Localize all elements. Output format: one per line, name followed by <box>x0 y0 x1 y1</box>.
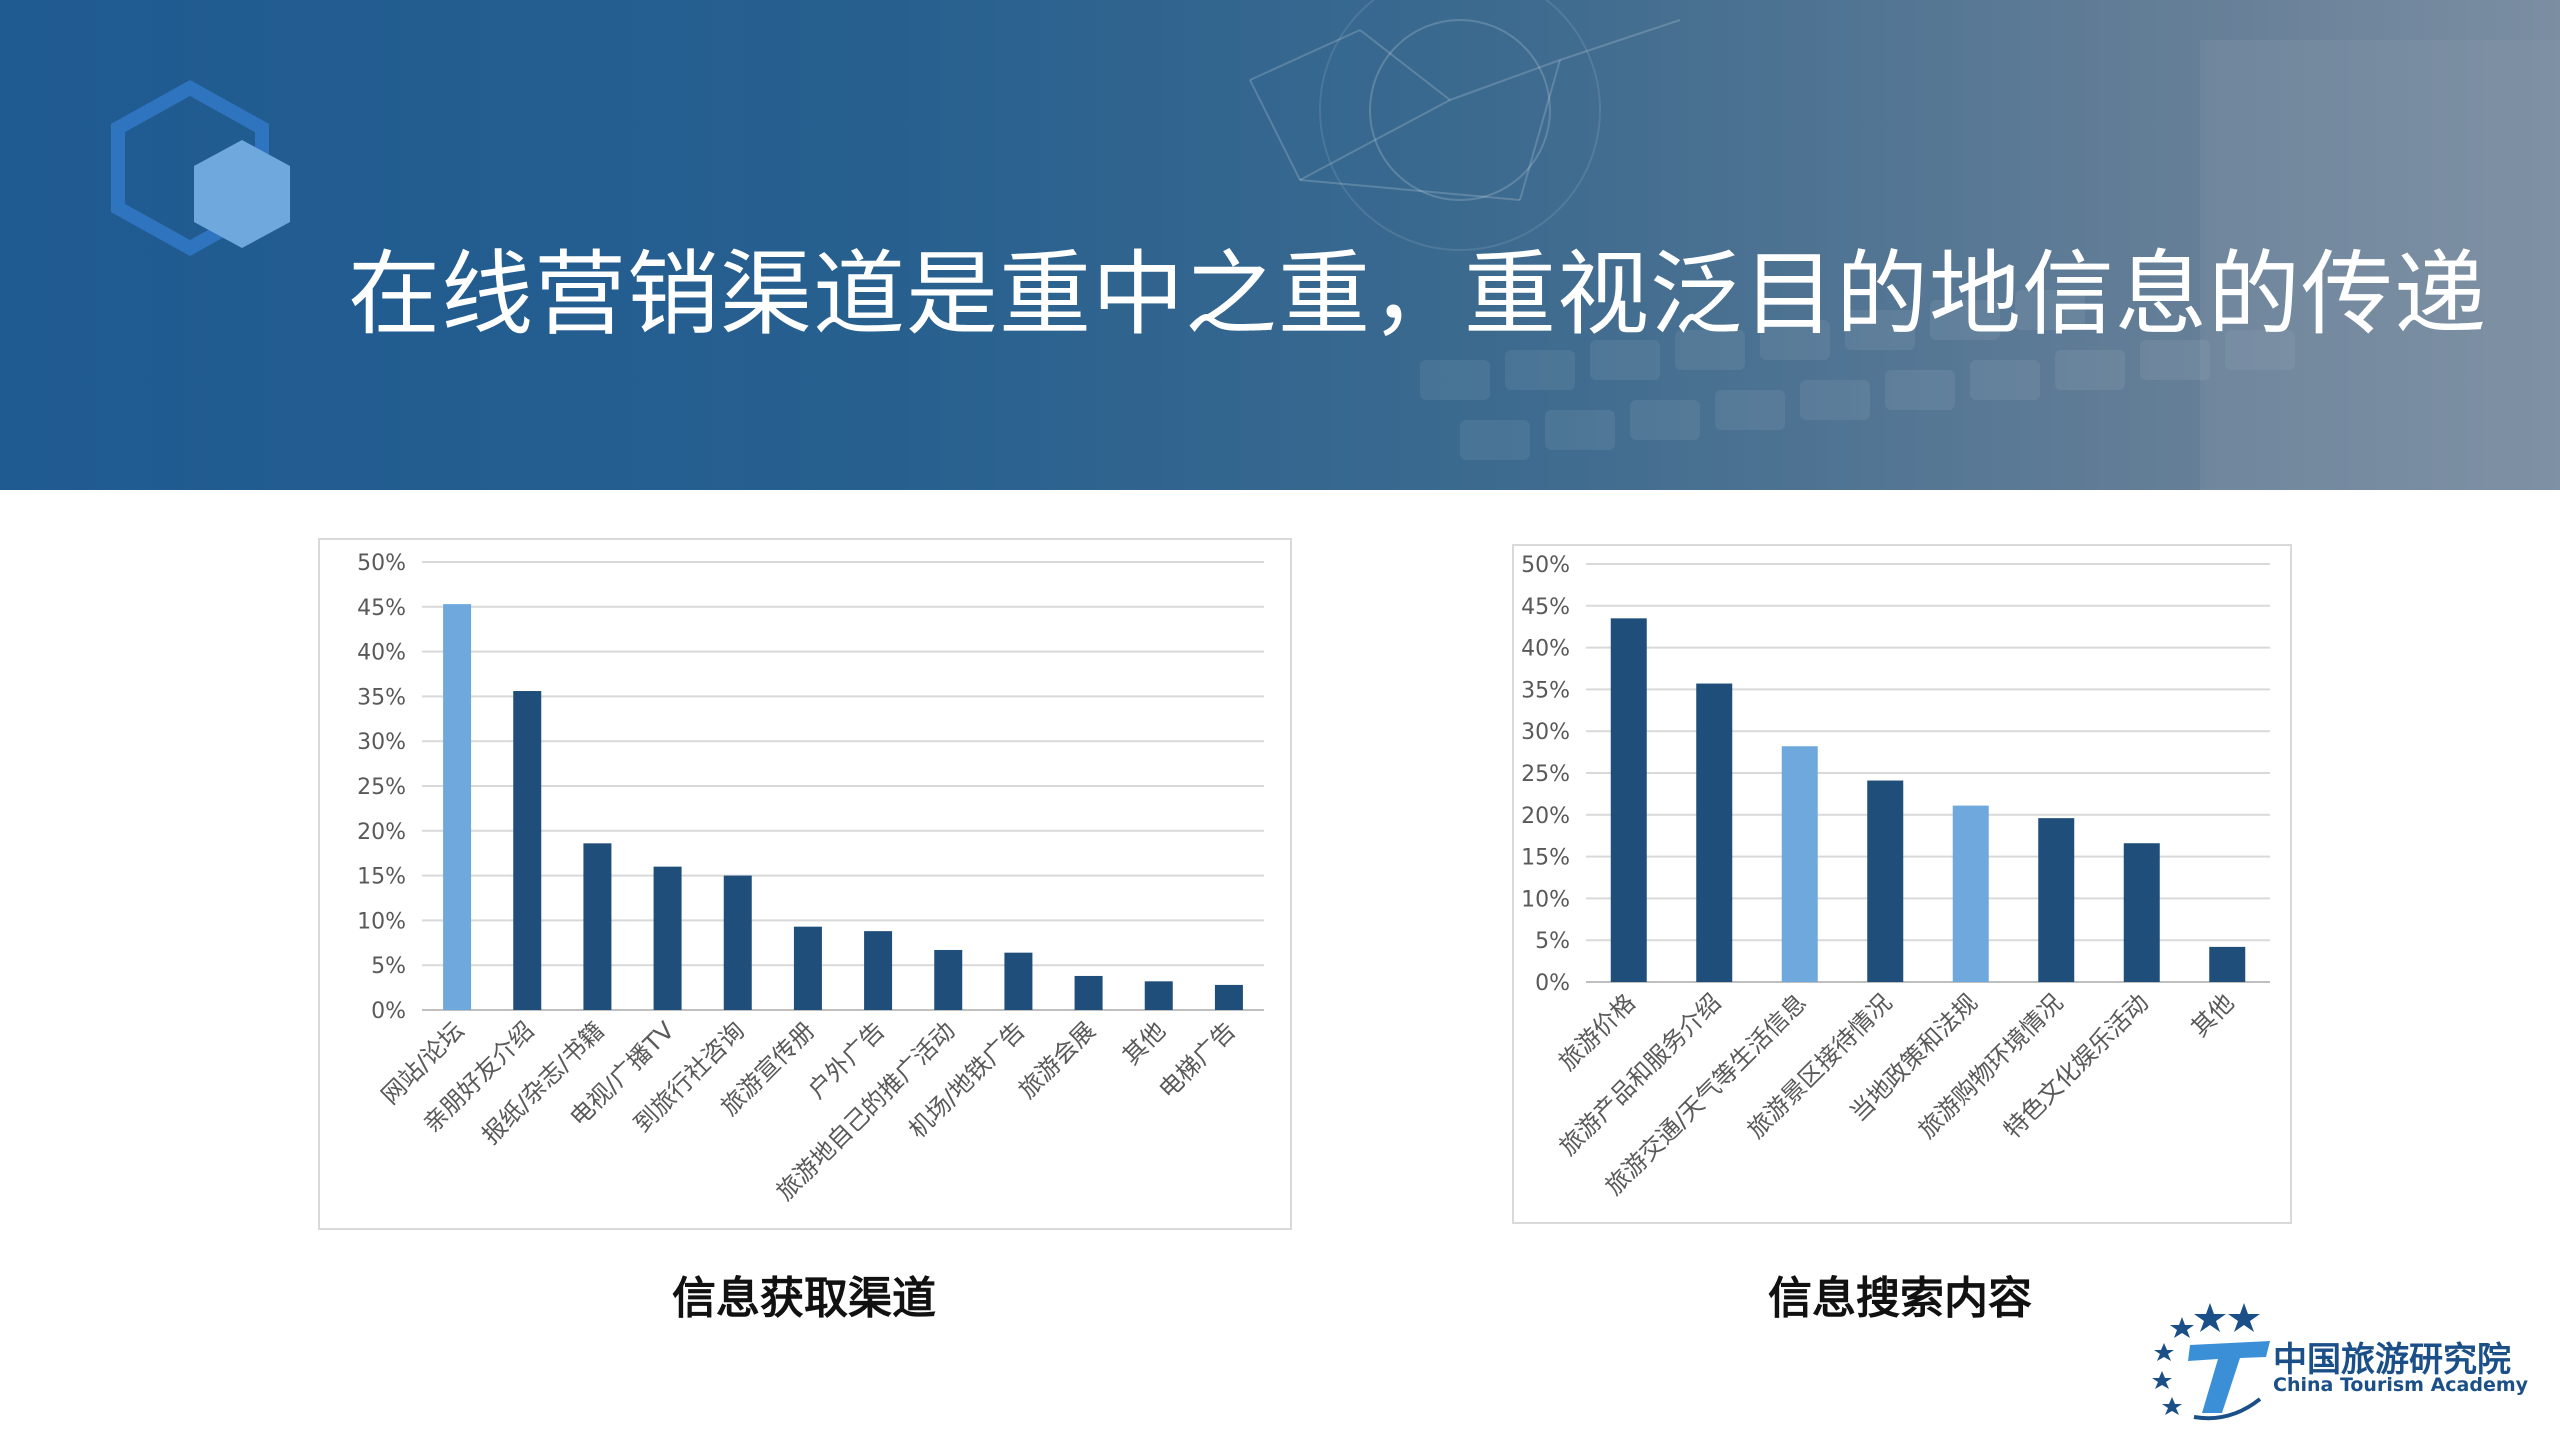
y-tick-label: 50% <box>357 551 406 576</box>
logo-name-en: China Tourism Academy <box>2273 1374 2529 1396</box>
chart-info-channels: 0% 5% 10% 15% 20% 25% 30% 35% 40% 45% 50% 网站/论坛 亲朋好友… <box>318 538 1292 1230</box>
category-label: 电梯广告 <box>1153 1016 1241 1104</box>
y-tick-label: 45% <box>357 596 406 621</box>
y-tick-label: 5% <box>371 954 406 979</box>
y-tick-label: 20% <box>1521 804 1570 829</box>
y-tick-label: 30% <box>357 730 406 755</box>
logo-name-cn: 中国旅游研究院 <box>2273 1340 2511 1380</box>
bar-4 <box>1867 780 1904 982</box>
category-label: 报纸/杂志/书籍 <box>477 1016 610 1149</box>
category-label: 旅游购物环境情况 <box>1913 988 2069 1144</box>
academy-logo-icon <box>2152 1303 2270 1421</box>
bar-10 <box>1074 975 1103 1010</box>
y-tick-label: 40% <box>357 641 406 666</box>
y-tick-label: 0% <box>371 999 406 1024</box>
bar-2 <box>513 691 542 1010</box>
bar-6 <box>2038 818 2075 982</box>
bar-8 <box>934 949 963 1010</box>
chart-info-channels-svg: 0%5%10%15%20%25%30%35%40%45%50%网站/论坛亲朋好友… <box>357 551 1264 1206</box>
category-label: 旅游景区接待情况 <box>1742 988 1898 1144</box>
header-banner: 在线营销渠道是重中之重，重视泛目的地信息的传递 <box>0 0 2560 490</box>
bar-5 <box>723 875 752 1010</box>
bar-12 <box>1214 984 1243 1010</box>
y-tick-label: 20% <box>357 820 406 845</box>
y-tick-label: 0% <box>1535 971 1570 996</box>
y-tick-label: 40% <box>1521 637 1570 662</box>
bar-1 <box>1610 618 1647 982</box>
bar-6 <box>793 926 822 1010</box>
banner-background <box>111 0 2560 490</box>
y-tick-label: 10% <box>1521 887 1570 912</box>
slide-title: 在线营销渠道是重中之重，重视泛目的地信息的传递 <box>348 241 2488 348</box>
category-label: 其他 <box>1117 1016 1171 1070</box>
bar-11 <box>1144 981 1173 1010</box>
y-tick-label: 35% <box>1521 678 1570 703</box>
chart-search-content-caption: 信息搜索内容 <box>1768 1273 2032 1324</box>
bar-4 <box>653 866 682 1010</box>
bar-5 <box>1952 805 1989 982</box>
y-tick-label: 30% <box>1521 720 1570 745</box>
bar-9 <box>1004 952 1033 1010</box>
y-tick-label: 15% <box>1521 846 1570 871</box>
category-label: 其他 <box>2186 988 2240 1042</box>
bar-2 <box>1696 683 1733 982</box>
y-tick-label: 5% <box>1535 929 1570 954</box>
category-label: 特色文化娱乐活动 <box>1998 988 2154 1144</box>
category-label: 旅游会展 <box>1013 1016 1101 1104</box>
bar-7 <box>864 931 893 1010</box>
bar-1 <box>443 604 472 1010</box>
hexagon-icon <box>111 79 290 257</box>
y-tick-label: 25% <box>1521 762 1570 787</box>
y-tick-label: 35% <box>357 685 406 710</box>
y-tick-label: 10% <box>357 909 406 934</box>
chart-search-content: 0% 5% 10% 15% 20% 25% 30% 35% 40% 45% 50% 旅游价格 旅游产品和… <box>1512 544 2292 1224</box>
y-tick-label: 45% <box>1521 595 1570 620</box>
chart-info-channels-caption: 信息获取渠道 <box>672 1273 936 1324</box>
bar-3 <box>583 843 612 1010</box>
y-tick-label: 50% <box>1521 553 1570 578</box>
category-label: 旅游价格 <box>1553 988 1641 1076</box>
bar-3 <box>1781 746 1818 982</box>
category-label: 旅游产品和服务介绍 <box>1554 988 1727 1161</box>
y-tick-label: 15% <box>357 865 406 890</box>
bar-7 <box>2123 843 2160 982</box>
bar-8 <box>2209 946 2246 982</box>
y-tick-label: 25% <box>357 775 406 800</box>
chart-search-content-svg: 0% 5% 10% 15% 20% 25% 30% 35% 40% 45% 50% 旅游价格旅游产品和… <box>1521 553 2270 1201</box>
